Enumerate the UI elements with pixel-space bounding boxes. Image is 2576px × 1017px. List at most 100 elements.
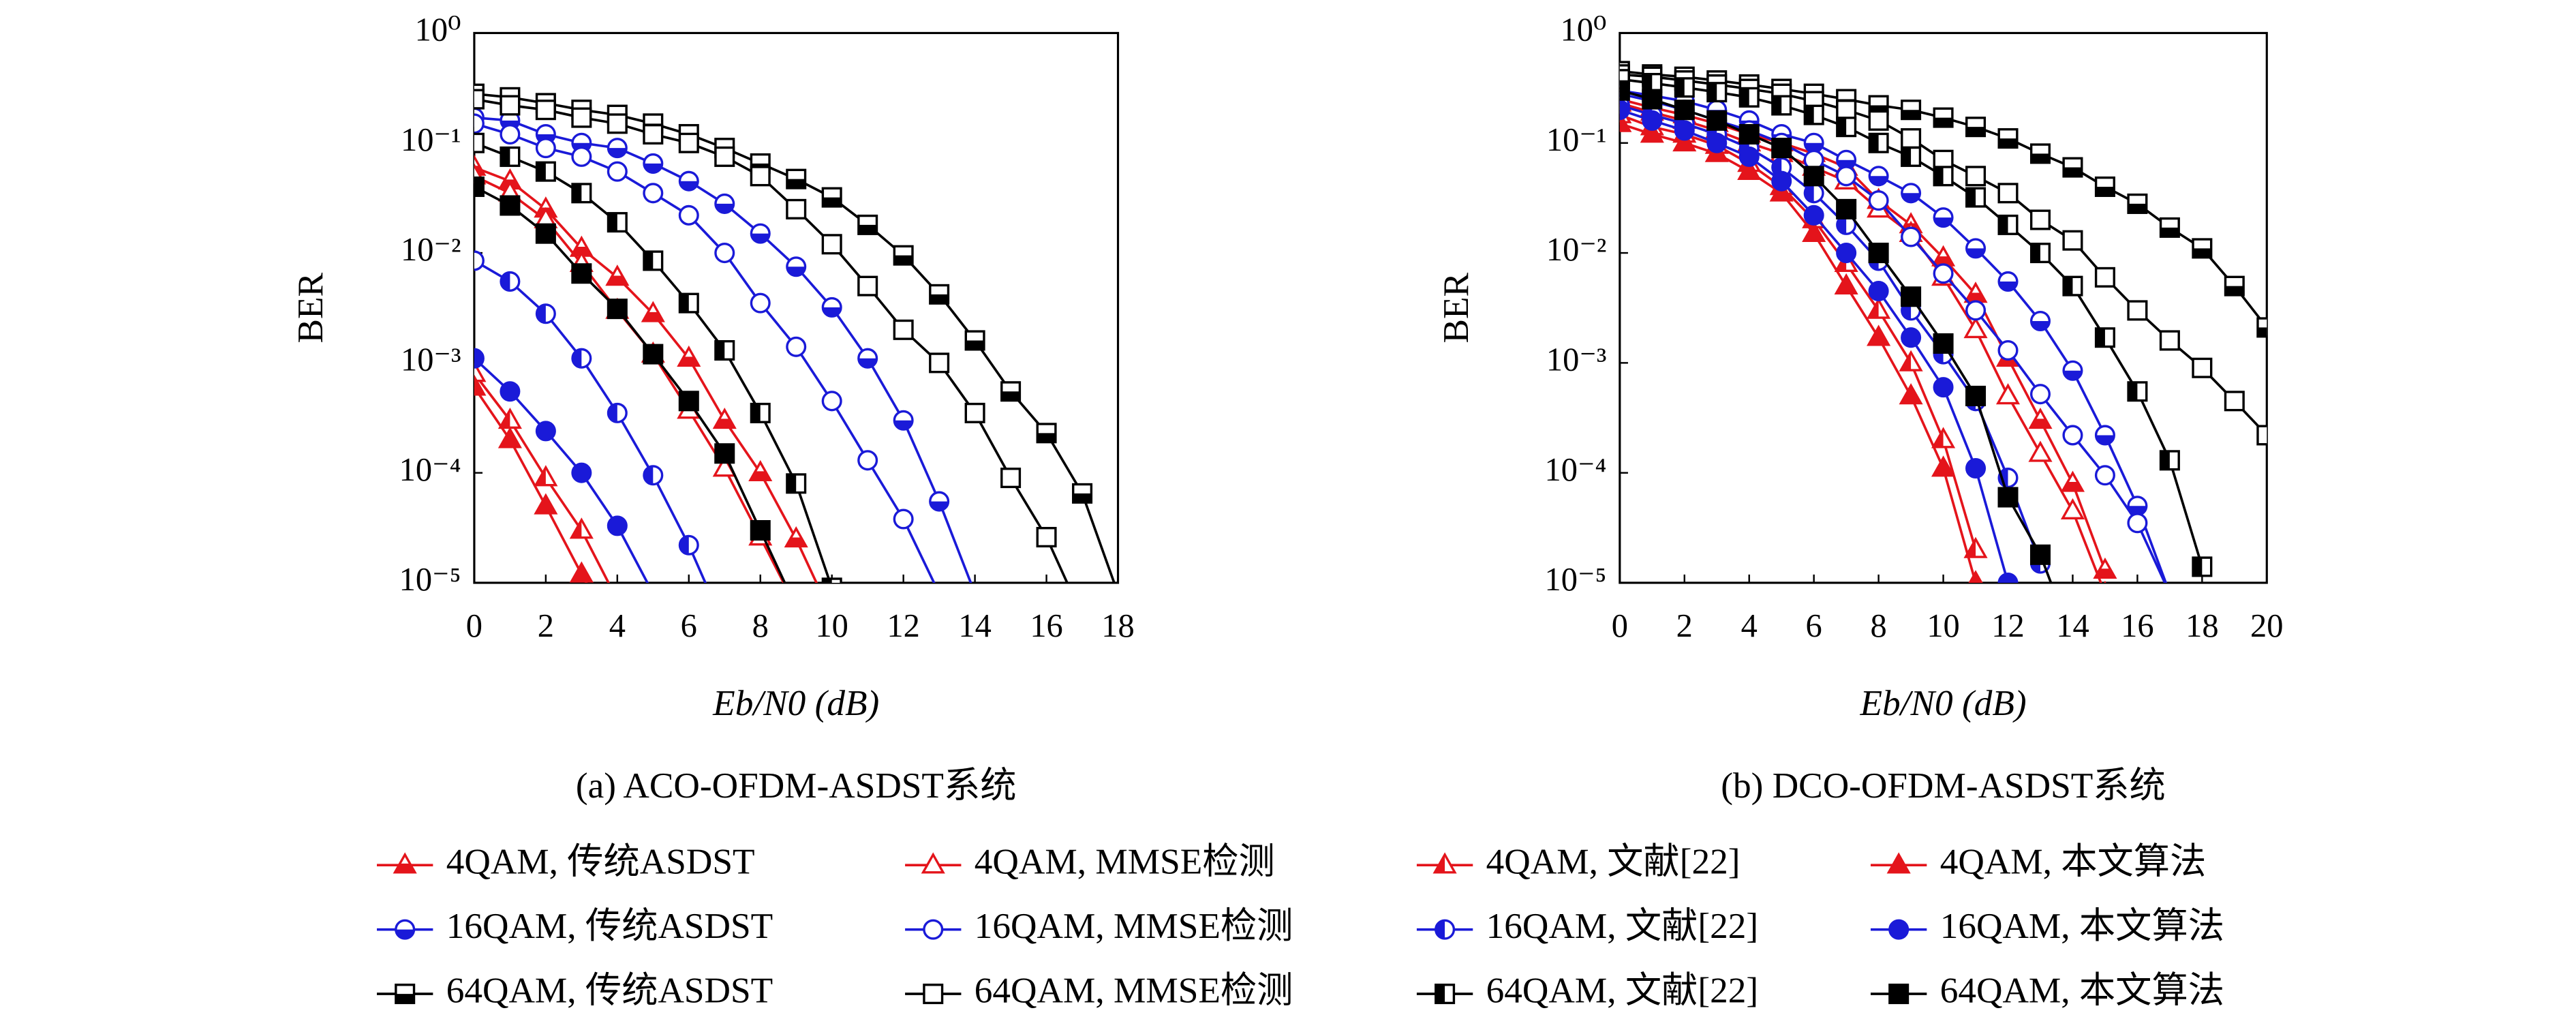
marker: [1836, 198, 1857, 219]
marker-fill: [1965, 292, 1986, 302]
caption: (a) ACO-OFDM-ASDST系统: [576, 765, 1017, 806]
x-tick-label: 14: [2056, 608, 2089, 644]
marker-fill: [2031, 153, 2050, 163]
marker-fill: [1435, 920, 1445, 939]
marker: [1868, 190, 1889, 211]
marker: [1965, 457, 1987, 479]
marker-fill: [643, 312, 663, 321]
marker-fill: [715, 203, 734, 213]
marker: [1933, 263, 1954, 284]
x-axis-label: Eb/N0 (dB): [712, 683, 879, 723]
marker: [2029, 209, 2051, 230]
marker: [1674, 100, 1695, 121]
marker: [1933, 333, 1954, 354]
marker-fill: [1037, 433, 1056, 442]
marker: [535, 138, 556, 159]
legend-label: 4QAM, 文献[22]: [1486, 841, 1741, 881]
marker-fill: [823, 579, 832, 583]
marker: [1642, 110, 1663, 131]
marker: [474, 374, 487, 396]
marker-fill: [1868, 300, 1879, 318]
marker: [607, 299, 628, 320]
marker: [1901, 226, 1922, 247]
marker-fill: [786, 537, 806, 547]
marker-fill: [1675, 78, 1685, 97]
marker: [1868, 280, 1889, 302]
marker: [535, 223, 556, 244]
marker-fill: [572, 183, 582, 202]
marker-fill: [1999, 281, 2017, 291]
marker: [1803, 204, 1824, 226]
marker-fill: [643, 163, 662, 173]
marker-fill: [572, 349, 582, 368]
marker: [2192, 357, 2213, 378]
marker-fill: [858, 358, 877, 368]
marker: [1738, 146, 1760, 167]
legend-label: 64QAM, 本文算法: [1940, 970, 2224, 1010]
x-tick-label: 8: [1871, 608, 1887, 644]
marker: [678, 391, 699, 412]
marker: [2028, 440, 2053, 462]
marker: [786, 198, 807, 219]
x-tick-label: 8: [752, 608, 769, 644]
x-tick-label: 18: [1101, 608, 1134, 644]
plot-area: [1619, 61, 2267, 583]
marker: [607, 515, 628, 536]
y-tick-label: 10⁰: [415, 12, 461, 48]
plot-frame: [473, 31, 1120, 584]
legend-marker: [1888, 919, 1910, 940]
marker: [1997, 487, 2019, 508]
x-tick-label: 16: [2121, 608, 2153, 644]
marker-fill: [608, 213, 617, 232]
marker-fill: [823, 307, 842, 317]
marker-fill: [2128, 203, 2147, 213]
marker: [2060, 498, 2085, 519]
marker-fill: [607, 275, 628, 285]
marker-fill: [1869, 134, 1879, 153]
marker: [714, 243, 735, 264]
marker-fill: [608, 148, 627, 157]
y-tick-label: 10⁻¹: [1546, 122, 1607, 158]
marker-fill: [395, 863, 415, 872]
y-tick-label: 10⁻⁴: [399, 452, 461, 488]
marker: [1968, 570, 1983, 583]
legend-label: 16QAM, 文献[22]: [1486, 906, 1758, 946]
marker-fill: [395, 929, 414, 939]
marker: [535, 421, 556, 442]
legend-label: 4QAM, MMSE检测: [975, 841, 1275, 881]
marker: [1836, 166, 1857, 187]
marker: [2127, 300, 2148, 321]
x-tick-label: 20: [2250, 608, 2283, 644]
marker: [714, 443, 735, 464]
marker: [1706, 110, 1728, 131]
marker-fill: [536, 304, 546, 323]
marker-fill: [1837, 160, 1856, 170]
legend-marker: [921, 852, 945, 874]
marker-fill: [966, 340, 984, 350]
marker: [1672, 130, 1697, 152]
legend-marker: [923, 919, 944, 940]
y-axis-label: BER: [290, 272, 331, 343]
marker-fill: [1805, 142, 1823, 153]
marker: [857, 275, 878, 297]
marker-fill: [1934, 166, 1944, 185]
marker-fill: [1619, 70, 1620, 89]
marker-fill: [751, 233, 770, 243]
marker: [1769, 180, 1794, 202]
x-tick-label: 10: [1927, 608, 1959, 644]
marker-fill: [1869, 176, 1888, 185]
x-axis-label: Eb/N0 (dB): [1860, 683, 2027, 723]
marker-fill: [714, 419, 735, 428]
marker: [1901, 286, 1922, 307]
marker-fill: [1901, 110, 1920, 119]
marker-fill: [894, 420, 913, 430]
marker-fill: [2030, 419, 2051, 428]
legend-marker: [1886, 852, 1911, 874]
marker-fill: [1933, 256, 1954, 266]
marker: [607, 113, 628, 134]
marker: [1640, 121, 1664, 143]
x-tick-label: 6: [681, 608, 697, 644]
marker: [821, 234, 842, 255]
y-tick-label: 10⁻²: [1546, 232, 1607, 268]
marker-fill: [1642, 74, 1653, 93]
